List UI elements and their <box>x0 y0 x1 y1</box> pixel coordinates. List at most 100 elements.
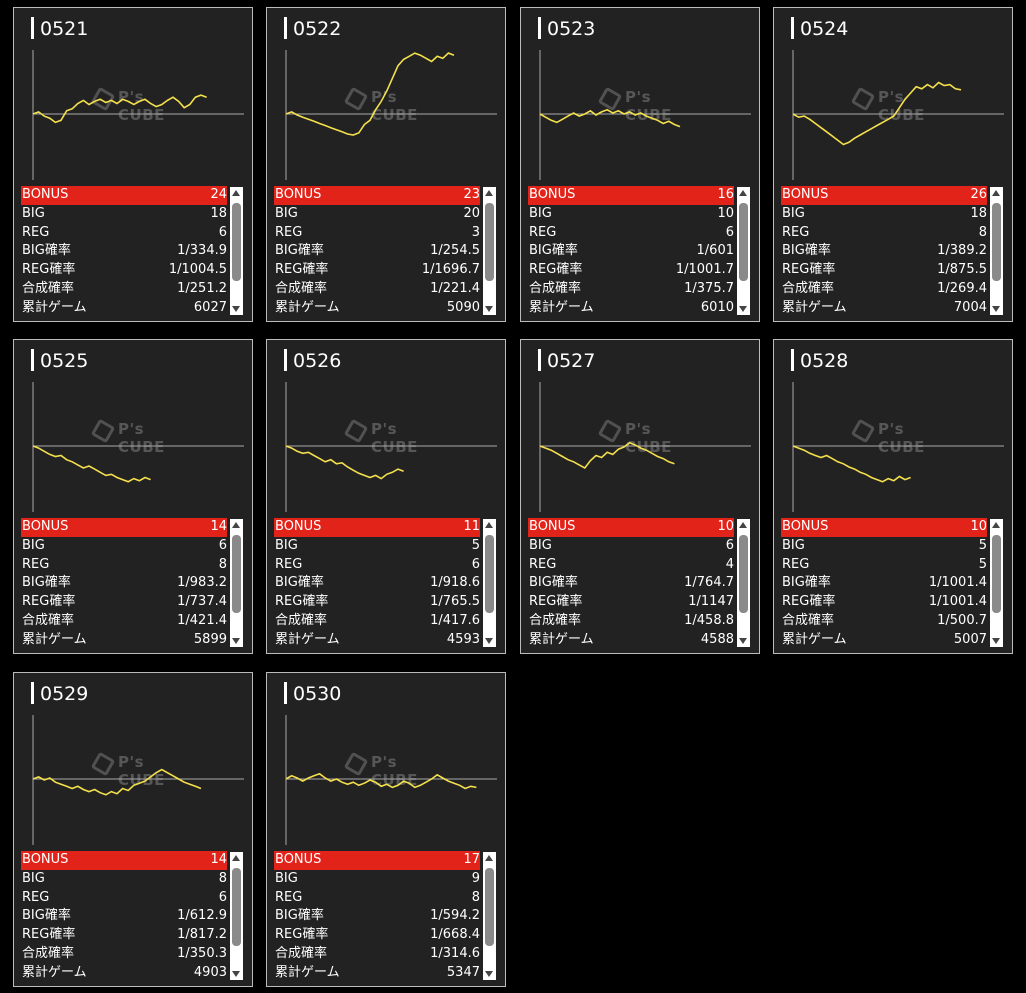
title-marker <box>31 17 34 39</box>
machine-number[interactable]: 0521 <box>40 18 89 40</box>
stat-value: 5 <box>978 556 987 572</box>
stat-value: 1/668.4 <box>430 927 480 943</box>
stat-label: BIG確率 <box>275 908 324 924</box>
scroll-thumb[interactable] <box>739 535 748 613</box>
stat-row-total-rate: 合成確率 1/314.6 <box>274 945 480 964</box>
scroll-thumb[interactable] <box>232 868 241 946</box>
machine-number[interactable]: 0528 <box>800 350 849 372</box>
scroll-down-icon[interactable] <box>739 638 747 644</box>
stat-row-big-rate: BIG確率 1/601 <box>528 242 734 261</box>
machine-card-0527[interactable]: 0527 P's CUBE BONUS 10 BIG 6 REG 4 BIG確率 1/764.7 R… <box>520 339 760 654</box>
scroll-up-icon[interactable] <box>992 190 1000 196</box>
stat-label: REG確率 <box>22 927 76 943</box>
scroll-down-icon[interactable] <box>992 638 1000 644</box>
scroll-thumb[interactable] <box>232 203 241 281</box>
scroll-down-icon[interactable] <box>485 971 493 977</box>
stat-row-big-rate: BIG確率 1/918.6 <box>274 574 480 593</box>
scroll-down-icon[interactable] <box>232 638 240 644</box>
scroll-up-icon[interactable] <box>232 855 240 861</box>
machine-card-0528[interactable]: 0528 P's CUBE BONUS 10 BIG 5 REG 5 BIG確率 1/1001.4… <box>773 339 1013 654</box>
stats-table: BONUS 23 BIG 20 REG 3 BIG確率 1/254.5 REG確率 1/1696.… <box>274 186 480 318</box>
stat-label: 累計ゲーム <box>529 299 594 315</box>
scroll-thumb[interactable] <box>485 868 494 946</box>
stat-label: BIG確率 <box>529 575 578 591</box>
stat-label: BIG確率 <box>782 243 831 259</box>
scroll-up-icon[interactable] <box>485 190 493 196</box>
stat-row-reg-rate: REG確率 1/765.5 <box>274 593 480 612</box>
machine-number[interactable]: 0525 <box>40 350 89 372</box>
machine-card-0526[interactable]: 0526 P's CUBE BONUS 11 BIG 5 REG 6 BIG確率 1/918.6 R… <box>266 339 506 654</box>
stat-value: 9 <box>471 870 480 886</box>
stat-row-bonus: BONUS 26 <box>781 186 987 205</box>
scroll-up-icon[interactable] <box>739 522 747 528</box>
stats-scrollbar[interactable] <box>737 187 750 315</box>
stat-label: REG <box>529 556 557 572</box>
scroll-up-icon[interactable] <box>485 522 493 528</box>
scroll-up-icon[interactable] <box>739 190 747 196</box>
stats-scrollbar[interactable] <box>230 187 243 315</box>
stats-scrollbar[interactable] <box>990 519 1003 647</box>
scroll-thumb[interactable] <box>485 535 494 613</box>
machine-number[interactable]: 0523 <box>547 18 596 40</box>
scroll-up-icon[interactable] <box>232 190 240 196</box>
stat-label: REG <box>275 556 303 572</box>
machine-card-0522[interactable]: 0522 P's CUBE BONUS 23 BIG 20 REG 3 BIG確率 1/254.5… <box>266 7 506 322</box>
machine-card-0530[interactable]: 0530 P's CUBE BONUS 17 BIG 9 REG 8 BIG確率 1/594.2 R… <box>266 672 506 987</box>
stat-row-bonus: BONUS 17 <box>274 851 480 870</box>
stat-value: 20 <box>463 205 480 221</box>
machine-card-0523[interactable]: 0523 P's CUBE BONUS 16 BIG 10 REG 6 BIG確率 1/601 RE… <box>520 7 760 322</box>
scroll-down-icon[interactable] <box>232 971 240 977</box>
stat-value: 8 <box>978 224 987 240</box>
stat-value: 11 <box>463 519 480 534</box>
scroll-down-icon[interactable] <box>485 638 493 644</box>
stat-value: 6027 <box>193 299 227 315</box>
scroll-up-icon[interactable] <box>232 522 240 528</box>
machine-number[interactable]: 0522 <box>293 18 342 40</box>
stat-label: BONUS <box>275 519 322 534</box>
stat-value: 6010 <box>700 299 734 315</box>
machine-card-0525[interactable]: 0525 P's CUBE BONUS 14 BIG 6 REG 8 BIG確率 1/983.2 R… <box>13 339 253 654</box>
stats-scrollbar[interactable] <box>230 852 243 980</box>
stats-scrollbar[interactable] <box>737 519 750 647</box>
scroll-down-icon[interactable] <box>739 306 747 312</box>
machine-card-0524[interactable]: 0524 P's CUBE BONUS 26 BIG 18 REG 8 BIG確率 1/389.2… <box>773 7 1013 322</box>
scroll-down-icon[interactable] <box>992 306 1000 312</box>
machine-number[interactable]: 0527 <box>547 350 596 372</box>
scroll-up-icon[interactable] <box>992 522 1000 528</box>
machine-number[interactable]: 0529 <box>40 683 89 705</box>
stat-label: REG確率 <box>275 594 329 610</box>
stat-row-reg-rate: REG確率 1/668.4 <box>274 926 480 945</box>
stat-label: REG確率 <box>529 262 583 278</box>
machine-number[interactable]: 0526 <box>293 350 342 372</box>
stat-value: 1/601 <box>696 243 734 259</box>
stat-value: 1/251.2 <box>177 280 227 296</box>
stat-label: 合成確率 <box>22 280 75 296</box>
machine-number[interactable]: 0530 <box>293 683 342 705</box>
scroll-down-icon[interactable] <box>485 306 493 312</box>
scroll-up-icon[interactable] <box>485 855 493 861</box>
stats-scrollbar[interactable] <box>990 187 1003 315</box>
stats-scrollbar[interactable] <box>230 519 243 647</box>
pscube-logo: P's CUBE <box>850 82 954 124</box>
stat-row-reg: REG 3 <box>274 224 480 243</box>
logo-text: P's CUBE <box>878 88 925 124</box>
stat-row-big: BIG 18 <box>781 205 987 224</box>
scroll-thumb[interactable] <box>992 535 1001 613</box>
stat-value: 1/254.5 <box>430 243 480 259</box>
stats-scrollbar[interactable] <box>483 852 496 980</box>
machine-card-0521[interactable]: 0521 P's CUBE BONUS 24 BIG 18 REG 6 BIG確率 1/334.9… <box>13 7 253 322</box>
stat-row-big: BIG 10 <box>528 205 734 224</box>
scroll-thumb[interactable] <box>232 535 241 613</box>
scroll-thumb[interactable] <box>992 203 1001 281</box>
stats-scrollbar[interactable] <box>483 519 496 647</box>
scroll-down-icon[interactable] <box>232 306 240 312</box>
stat-value: 23 <box>463 187 480 202</box>
machine-number[interactable]: 0524 <box>800 18 849 40</box>
machine-card-0529[interactable]: 0529 P's CUBE BONUS 14 BIG 8 REG 6 BIG確率 1/612.9 R… <box>13 672 253 987</box>
stat-value: 1/918.6 <box>430 575 480 591</box>
scroll-thumb[interactable] <box>739 203 748 281</box>
stat-value: 1/612.9 <box>177 908 227 924</box>
scroll-thumb[interactable] <box>485 203 494 281</box>
stats-scrollbar[interactable] <box>483 187 496 315</box>
slump-graph <box>539 382 751 512</box>
